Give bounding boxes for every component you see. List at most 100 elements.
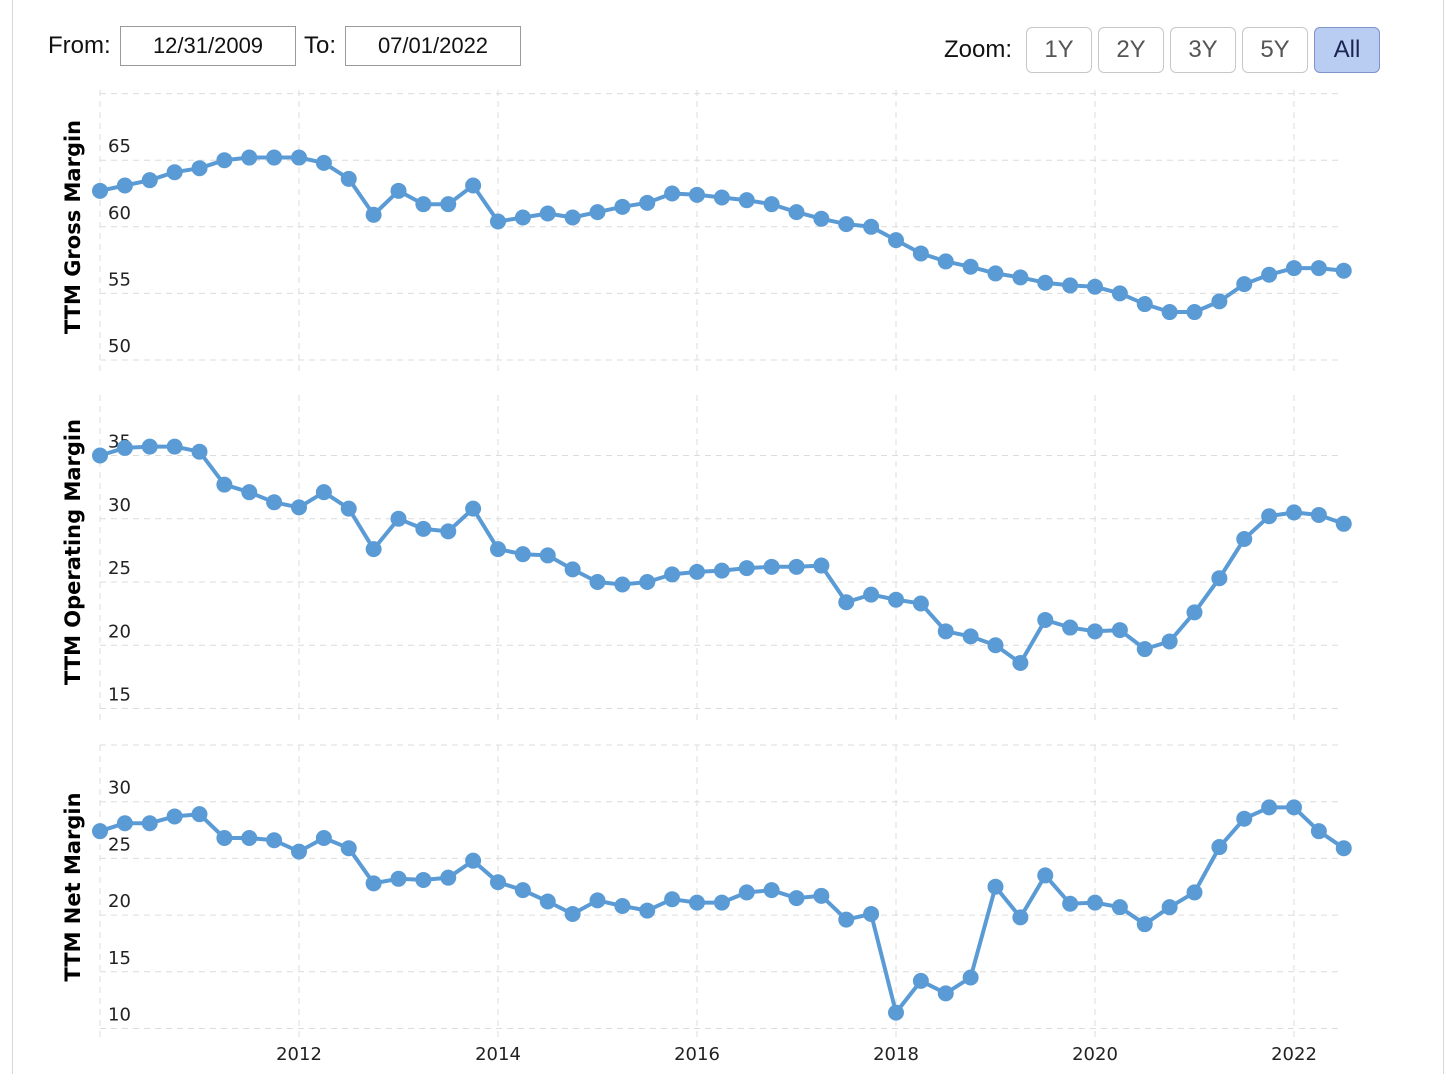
data-point (490, 874, 506, 891)
data-point (1111, 622, 1128, 639)
data-point (813, 557, 830, 574)
data-point (1286, 260, 1302, 277)
data-point (614, 898, 631, 915)
data-point (888, 1004, 904, 1021)
data-point (141, 172, 158, 189)
to-label: To: (304, 32, 337, 59)
to-date-input[interactable] (345, 26, 521, 66)
x-tick-label: 2012 (276, 1044, 322, 1065)
zoom-2y-button[interactable]: 2Y (1098, 27, 1164, 73)
data-point (1236, 810, 1253, 827)
y-tick-label: 50 (108, 336, 131, 357)
data-point (1335, 840, 1352, 857)
zoom-5y-button[interactable]: 5Y (1242, 27, 1308, 73)
data-point (863, 586, 880, 603)
data-point (664, 891, 681, 908)
data-point (689, 186, 705, 203)
data-point (92, 182, 108, 199)
data-point (912, 595, 929, 612)
data-point (639, 194, 656, 211)
data-point (962, 258, 979, 275)
data-point (241, 149, 258, 166)
data-point (1012, 909, 1029, 926)
y-tick-label: 15 (108, 948, 131, 969)
data-point (415, 520, 432, 537)
data-point (390, 870, 407, 887)
data-point (738, 560, 755, 577)
data-point (340, 170, 357, 187)
data-point (838, 216, 855, 233)
data-point (912, 245, 929, 262)
data-point (1261, 799, 1278, 816)
frame-right-border (1443, 0, 1444, 1074)
zoom-1y-button[interactable]: 1Y (1026, 27, 1092, 73)
data-point (1161, 633, 1178, 650)
data-point (1087, 278, 1103, 295)
data-point (1136, 641, 1153, 658)
data-point (440, 869, 457, 886)
data-point (788, 204, 805, 221)
data-point (1310, 823, 1327, 840)
y-tick-label: 30 (108, 495, 131, 516)
y-tick-label: 15 (108, 685, 131, 706)
y-tick-label: 25 (108, 834, 131, 855)
y-tick-label: 25 (108, 558, 131, 579)
data-point (1211, 293, 1228, 310)
data-point (1186, 304, 1203, 321)
data-point (1211, 570, 1228, 587)
zoom-label: Zoom: (944, 36, 1013, 63)
data-point (1186, 604, 1203, 621)
data-point (1111, 899, 1128, 916)
data-point (166, 808, 183, 825)
data-point (241, 484, 258, 501)
data-point (763, 196, 780, 213)
data-point (191, 806, 208, 823)
data-point (514, 882, 531, 899)
data-point (614, 198, 631, 215)
data-point (241, 829, 258, 846)
data-point (738, 192, 755, 209)
data-point (1136, 296, 1153, 313)
data-point (266, 832, 283, 849)
data-point (1286, 799, 1302, 816)
data-point (116, 815, 133, 832)
data-point (465, 177, 482, 194)
data-point (1335, 262, 1352, 279)
y-tick-label: 20 (108, 621, 131, 642)
data-point (589, 892, 606, 909)
data-point (216, 829, 233, 846)
zoom-all-button[interactable]: All (1314, 27, 1380, 73)
y-axis-title: TTM Net Margin (61, 792, 85, 981)
y-tick-label: 55 (108, 269, 131, 290)
data-point (390, 510, 407, 527)
x-tick-label: 2014 (475, 1044, 521, 1065)
data-point (639, 902, 656, 919)
data-point (564, 905, 581, 922)
data-point (1261, 266, 1278, 283)
y-tick-label: 30 (108, 778, 131, 799)
from-date-input[interactable] (120, 26, 296, 66)
data-point (1012, 269, 1029, 286)
zoom-3y-button[interactable]: 3Y (1170, 27, 1236, 73)
data-point (291, 843, 307, 860)
data-point (116, 439, 133, 456)
data-point (315, 154, 332, 171)
data-point (191, 443, 208, 460)
data-point (365, 206, 382, 223)
y-tick-label: 10 (108, 1005, 131, 1026)
data-point (614, 576, 631, 593)
data-point (1062, 619, 1079, 636)
data-point (937, 253, 954, 270)
data-point (141, 438, 158, 455)
data-point (340, 500, 357, 517)
data-point (1062, 277, 1079, 294)
data-point (589, 574, 606, 590)
data-point (788, 558, 805, 575)
data-point (1136, 916, 1153, 933)
data-point (564, 209, 581, 226)
data-point (1310, 506, 1327, 523)
data-point (689, 894, 705, 911)
data-point (1037, 274, 1054, 291)
data-point (514, 209, 531, 226)
data-point (490, 213, 506, 230)
